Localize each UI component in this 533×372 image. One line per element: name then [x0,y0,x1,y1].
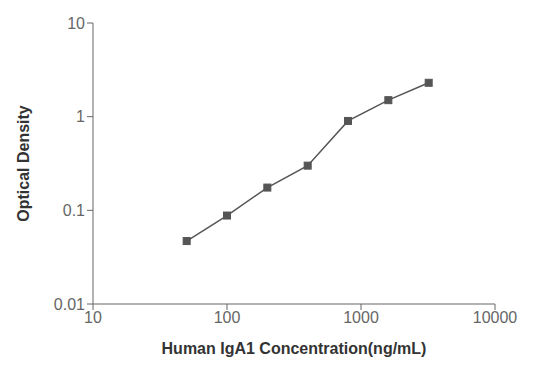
svg-text:Optical Density: Optical Density [15,105,32,222]
svg-text:10000: 10000 [473,309,518,326]
svg-text:Human IgA1 Concentration(ng/mL: Human IgA1 Concentration(ng/mL) [162,340,427,357]
svg-text:0.01: 0.01 [54,296,85,313]
svg-text:0.1: 0.1 [63,202,85,219]
svg-text:1: 1 [76,108,85,125]
svg-text:10: 10 [67,15,85,32]
svg-text:100: 100 [214,309,241,326]
svg-text:1000: 1000 [343,309,379,326]
svg-text:10: 10 [84,309,102,326]
